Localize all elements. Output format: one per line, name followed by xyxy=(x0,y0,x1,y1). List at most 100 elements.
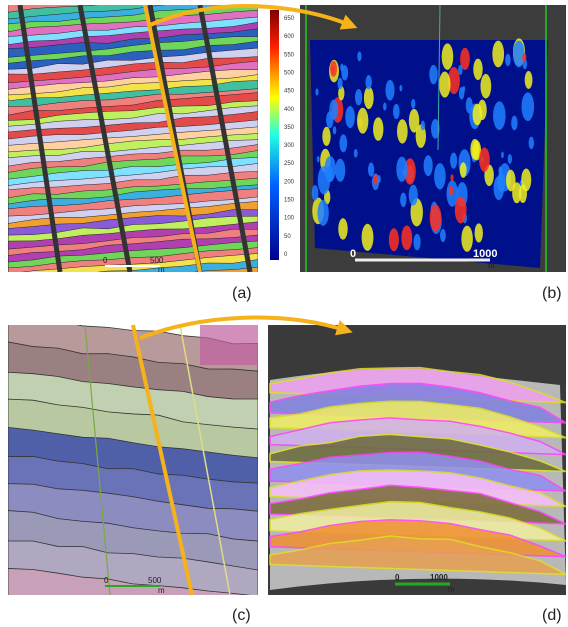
colorbar-tick-label: 200 xyxy=(284,179,295,185)
colorbar-tick-label: 150 xyxy=(284,198,295,204)
hot-spot xyxy=(450,174,453,181)
hot-spot xyxy=(355,89,362,105)
colorbar-tick-label: 400 xyxy=(284,107,295,113)
scale-length: 500 xyxy=(150,256,164,265)
hot-spot xyxy=(512,182,521,203)
panel-a-image xyxy=(8,0,258,295)
hot-spot xyxy=(315,88,318,95)
hot-spot xyxy=(400,193,406,207)
hot-spot xyxy=(338,78,343,90)
panel-d-image xyxy=(268,325,566,595)
hot-spot xyxy=(525,71,533,89)
hot-spot xyxy=(511,116,517,131)
scale-unit: m xyxy=(158,265,165,274)
hot-spot xyxy=(373,117,383,141)
hot-spot xyxy=(317,200,328,226)
hot-spot xyxy=(335,159,345,182)
scale-unit: m xyxy=(488,261,495,270)
hot-spot xyxy=(475,223,483,242)
hot-spot xyxy=(377,175,381,183)
hot-spot xyxy=(449,186,453,196)
colorbar-tick-label: 50 xyxy=(284,234,291,240)
hot-spot xyxy=(473,59,482,80)
colorbar xyxy=(270,10,279,260)
hot-spot xyxy=(508,154,512,164)
colorbar-tick-label: 300 xyxy=(284,143,295,149)
hot-spot xyxy=(364,87,374,109)
hot-spot xyxy=(354,149,358,158)
hot-spot xyxy=(529,137,535,150)
scale-length: 500 xyxy=(148,576,162,585)
hot-spot xyxy=(460,162,467,178)
hot-spot xyxy=(324,156,335,182)
hot-spot xyxy=(341,65,348,80)
hot-spot xyxy=(424,155,433,176)
scale-zero: 0 xyxy=(104,576,109,585)
scale-length: 1000 xyxy=(430,573,448,582)
colorbar-tick-label: 250 xyxy=(284,161,295,167)
panel-label: (c) xyxy=(232,607,251,624)
hot-spot xyxy=(462,86,465,93)
hot-spot xyxy=(383,103,387,111)
hot-spot xyxy=(480,74,491,99)
colorbar-tick-label: 550 xyxy=(284,52,295,58)
hot-spot xyxy=(385,80,394,101)
hot-spot xyxy=(470,139,479,160)
hot-spot xyxy=(513,41,525,68)
scale-unit: m xyxy=(158,586,165,595)
panel-label: (b) xyxy=(542,285,562,302)
colorbar-tick-label: 350 xyxy=(284,125,295,131)
scale-length: 1000 xyxy=(473,248,497,260)
hot-spot xyxy=(396,157,407,182)
hot-spot xyxy=(505,54,510,66)
scale-unit: m xyxy=(448,585,455,594)
hot-spot xyxy=(430,204,442,231)
hot-spot xyxy=(429,65,438,84)
colorbar-tick-label: 500 xyxy=(284,70,295,76)
hot-spot xyxy=(345,106,355,128)
hot-spot xyxy=(317,156,320,162)
hot-spot xyxy=(399,85,402,92)
hot-spot xyxy=(501,152,504,158)
hot-spot xyxy=(493,101,506,130)
hot-spot xyxy=(339,134,347,152)
hot-spot xyxy=(338,218,347,240)
hot-spot xyxy=(439,71,450,97)
hot-spot xyxy=(522,53,526,62)
hot-spot xyxy=(498,166,502,175)
colorbar-tick-label: 650 xyxy=(284,16,295,22)
colorbar-tick-label: 450 xyxy=(284,89,295,95)
hot-spot xyxy=(442,43,454,69)
hot-spot xyxy=(362,224,374,251)
hot-spot xyxy=(333,126,337,134)
panel-label: (a) xyxy=(232,285,252,302)
hot-spot xyxy=(409,109,419,133)
hot-spot xyxy=(458,65,462,75)
colorbar-tick-label: 600 xyxy=(284,34,295,40)
scale-zero: 0 xyxy=(103,256,108,265)
hot-spot xyxy=(440,229,446,242)
hot-spot xyxy=(401,225,412,250)
hot-spot xyxy=(461,226,472,252)
hot-spot xyxy=(494,176,505,200)
hot-spot xyxy=(330,61,337,77)
hot-spot xyxy=(434,163,446,189)
colorbar-tick-label: 100 xyxy=(284,216,295,222)
hot-spot xyxy=(357,51,361,61)
hot-spot xyxy=(492,41,504,68)
panel-c-image xyxy=(8,313,258,627)
scale-zero: 0 xyxy=(350,248,356,260)
scale-zero: 0 xyxy=(395,573,400,582)
hot-spot xyxy=(413,234,420,250)
stratum xyxy=(200,325,258,365)
hot-spot xyxy=(357,108,368,134)
hot-spot xyxy=(421,121,425,131)
hot-spot xyxy=(473,104,482,126)
hot-spot xyxy=(479,147,490,171)
hot-spot xyxy=(409,185,418,206)
hot-spot xyxy=(365,75,371,90)
figure: 650600550500450400350300250200150100500 … xyxy=(0,0,568,627)
hot-spot xyxy=(322,127,330,146)
hot-spot xyxy=(522,92,535,121)
